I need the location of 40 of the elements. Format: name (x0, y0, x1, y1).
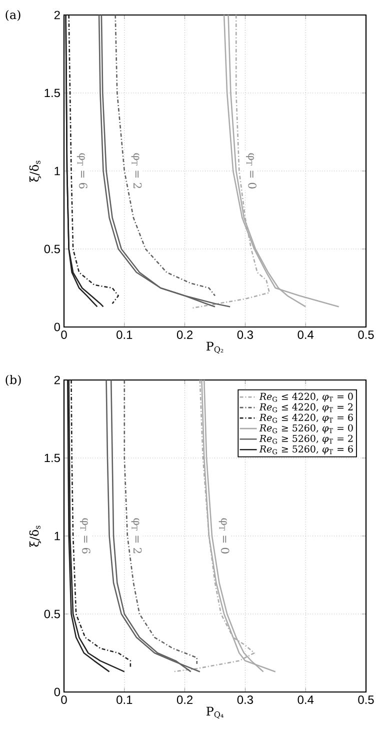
y-tick-label: 1.5 (44, 88, 60, 98)
y-tick-label: 1.5 (44, 454, 60, 462)
y-tick-label: 2 (54, 10, 60, 20)
x-tick-label: 0.1 (116, 330, 132, 339)
x-tick-label: 0.5 (358, 330, 374, 339)
legend-label: Re$_{G}$ ≤ 4220, φ$_{T}$ = 2 (259, 403, 353, 412)
text: (a) (6, 10, 20, 21)
y-tick-label: 0 (54, 322, 60, 332)
annotation: φ$_{T}$ = 0 (246, 153, 256, 188)
y-tick-label: 2 (54, 376, 60, 384)
x-tick-label: 0.2 (176, 696, 193, 704)
x-tick-label: 0 (61, 330, 67, 339)
legend-label: Re$_{G}$ ≤ 4220, φ$_{T}$ = 6 (259, 414, 353, 423)
y-axis-title: ξ/δ$_{s}$ (29, 160, 41, 182)
legend-label: Re$_{G}$ ≥ 5260, φ$_{T}$ = 6 (259, 445, 353, 454)
x-tick-label: 0.4 (298, 696, 314, 704)
x-tick-label: 0.4 (298, 330, 314, 339)
x-axis-title: P$_{Q₂}$ (206, 342, 224, 354)
x-tick-label: 0.3 (237, 330, 253, 339)
annotation: φ$_{T}$ = 2 (131, 153, 142, 188)
y-tick-label: 1 (54, 532, 60, 540)
legend-label: Re$_{G}$ ≥ 5260, φ$_{T}$ = 0 (259, 424, 353, 434)
annotation: φ$_{T}$ = 2 (131, 518, 142, 554)
legend-label: Re$_{G}$ ≤ 4220, φ$_{T}$ = 0 (259, 392, 353, 402)
legend-label: Re$_{G}$ ≥ 5260, φ$_{T}$ = 2 (259, 434, 353, 444)
text: (b) (6, 374, 21, 386)
annotation: φ$_{T}$ = 0 (218, 518, 230, 554)
y-axis-title: ξ/δ$_{s}$ (29, 526, 41, 547)
x-tick-label: 0.5 (358, 696, 374, 704)
annotation: φ$_{T}$ = 6 (76, 153, 88, 188)
y-tick-label: 0.5 (44, 610, 60, 618)
x-tick-label: 0.3 (237, 696, 253, 704)
y-tick-label: 0 (54, 688, 60, 696)
x-tick-label: 0.1 (116, 696, 132, 704)
y-tick-label: 0.5 (44, 244, 60, 254)
y-tick-label: 1 (54, 166, 60, 176)
annotation: φ$_{T}$ = 6 (80, 518, 90, 554)
x-axis-title: P$_{Q₄}$ (206, 706, 224, 719)
x-tick-label: 0.2 (176, 330, 193, 339)
x-tick-label: 0 (61, 696, 67, 704)
